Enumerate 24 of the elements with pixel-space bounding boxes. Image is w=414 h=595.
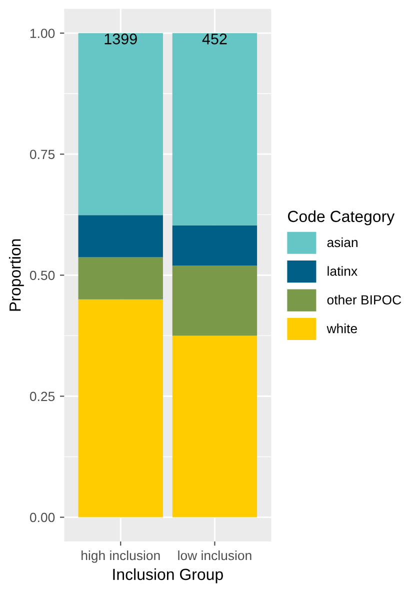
- annotation: 452: [202, 34, 227, 44]
- bar: [78, 299, 163, 518]
- legend-label: other BIPOC: [327, 294, 402, 305]
- bar: [78, 215, 163, 258]
- x-axis-title: Inclusion Group: [113, 568, 223, 584]
- y-tick-label: 0.00: [30, 512, 55, 522]
- x-tick-label: low inclusion: [178, 550, 252, 560]
- bar: [172, 225, 258, 266]
- annotation: 1399: [104, 34, 137, 44]
- bar: [172, 33, 258, 226]
- bar: [172, 266, 258, 336]
- bar: [172, 336, 258, 518]
- bar: [78, 33, 163, 216]
- legend-title: Code Category: [288, 210, 395, 226]
- y-tick-label: 1.00: [30, 28, 55, 38]
- y-axis-title: Proportion: [9, 239, 24, 311]
- legend-label: white: [326, 324, 357, 334]
- y-tick-label: 0.75: [30, 150, 55, 160]
- legend-label: latinx: [328, 266, 358, 276]
- bar: [78, 257, 163, 300]
- y-tick-label: 0.25: [30, 392, 55, 402]
- x-tick-label: high inclusion: [82, 550, 160, 563]
- y-tick-label: 0.50: [30, 270, 55, 280]
- legend-label: asian: [327, 237, 358, 248]
